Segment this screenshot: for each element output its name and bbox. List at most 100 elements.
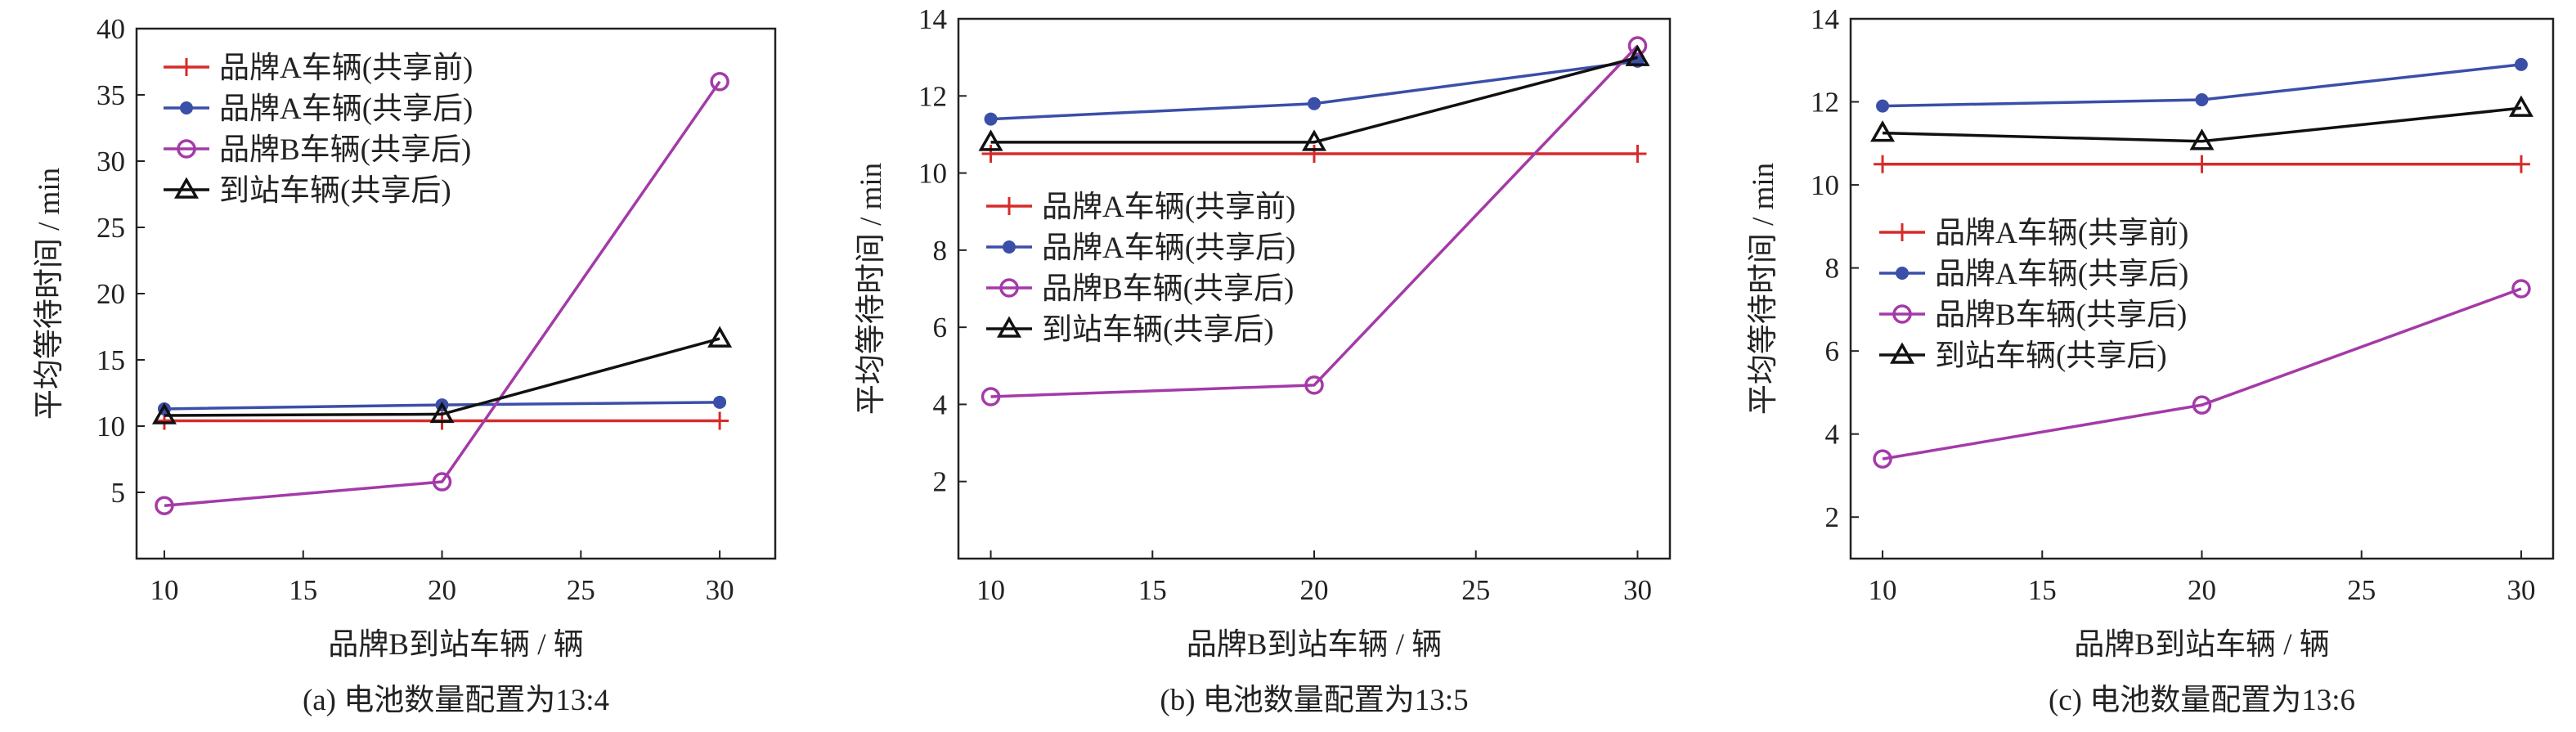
data-point [1301, 129, 1327, 151]
series-3 [981, 36, 1648, 406]
series-3 [155, 72, 729, 515]
data-point [981, 387, 1001, 406]
series-line [990, 60, 1638, 121]
panel-caption: (a) 电池数量配置为13:4 [303, 683, 609, 717]
x-tick-label: 20 [1300, 574, 1329, 606]
legend-label: 品牌A车辆(共享后) [1935, 257, 2188, 291]
data-point [707, 326, 733, 348]
series-4 [151, 326, 733, 424]
y-tick-label: 25 [96, 212, 125, 244]
legend-marker [173, 177, 200, 199]
y-tick-label: 10 [96, 411, 125, 442]
legend-label: 品牌A车辆(共享后) [1042, 231, 1295, 265]
y-tick-label: 2 [933, 466, 948, 498]
data-point [2511, 279, 2531, 299]
series-2 [984, 54, 1645, 126]
chart-panel-1: 10 15 20 25 30 5 10 15 20 25 30 35 40 品牌B到站车辆 / 辆 平均等待… [32, 13, 777, 717]
y-tick-label: 5 [111, 477, 126, 509]
y-tick-label: 2 [1825, 501, 1840, 533]
data-point [1870, 120, 1896, 142]
y-tick-label: 35 [96, 79, 125, 111]
y-tick-label: 10 [1811, 169, 1839, 201]
y-tick-label: 8 [933, 235, 948, 267]
data-point [978, 129, 1003, 151]
data-point [711, 411, 729, 430]
data-point [713, 395, 727, 409]
x-tick-label: 15 [1138, 574, 1167, 606]
legend-marker [999, 278, 1019, 298]
series-line [164, 337, 720, 417]
legend-label: 到站车辆(共享后) [1042, 312, 1274, 347]
legend-label: 品牌B车辆(共享后) [1042, 272, 1294, 306]
y-axis-label: 平均等待时间 / min [32, 168, 66, 420]
series-2 [1876, 57, 2528, 113]
series-4 [978, 44, 1650, 151]
y-axis-label: 平均等待时间 / min [1746, 163, 1780, 415]
data-point [984, 112, 998, 126]
legend-label: 品牌A车辆(共享前) [219, 51, 473, 85]
data-point [2192, 155, 2211, 173]
y-tick-label: 8 [1825, 253, 1840, 285]
series-3 [1873, 279, 2531, 469]
legend: 品牌A车辆(共享前) 品牌A车辆(共享后) 品牌B车辆(共享后) 到站车辆(共享后) [164, 51, 473, 208]
legend-marker [1896, 267, 1909, 280]
x-tick-label: 10 [1869, 574, 1897, 606]
y-tick-label: 30 [96, 146, 125, 177]
data-point [151, 402, 177, 424]
y-tick-label: 6 [933, 312, 948, 344]
legend-label: 品牌B车辆(共享后) [1935, 298, 2187, 332]
x-tick-label: 15 [2028, 574, 2057, 606]
data-point [1627, 36, 1648, 56]
series-line [1882, 106, 2522, 143]
data-point [1874, 155, 1892, 173]
y-tick-label: 12 [1811, 87, 1839, 119]
legend-marker [177, 58, 195, 76]
legend-marker [1893, 223, 1911, 241]
legend-marker [1000, 197, 1018, 215]
y-tick-label: 4 [1825, 419, 1840, 451]
legend-marker [1003, 240, 1016, 254]
data-point [1304, 375, 1324, 395]
data-point [981, 145, 1000, 163]
data-point [2514, 57, 2528, 71]
y-axis-label: 平均等待时间 / min [854, 163, 888, 415]
series-line [164, 80, 721, 507]
y-tick-label: 14 [918, 3, 947, 35]
y-tick-label: 20 [96, 278, 125, 310]
x-tick-label: 10 [150, 574, 178, 606]
x-tick-label: 25 [2347, 574, 2376, 606]
y-tick-label: 40 [96, 13, 125, 45]
x-axis-label: 品牌B到站车辆 / 辆 [1187, 627, 1442, 662]
y-tick-label: 10 [918, 158, 947, 190]
series-line [990, 56, 1638, 144]
x-tick-label: 20 [2188, 574, 2216, 606]
legend-label: 品牌A车辆(共享后) [219, 92, 473, 126]
data-point [155, 496, 174, 515]
legend-label: 到站车辆(共享后) [219, 173, 451, 208]
x-tick-label: 25 [1461, 574, 1490, 606]
x-tick-label: 20 [428, 574, 456, 606]
series-4 [1870, 95, 2533, 150]
x-axis-label: 品牌B到站车辆 / 辆 [328, 627, 583, 662]
x-tick-label: 30 [1623, 574, 1652, 606]
series-1 [981, 145, 1647, 163]
legend-marker [996, 316, 1022, 338]
data-point [2192, 395, 2212, 415]
data-point [2189, 128, 2215, 150]
y-tick-label: 14 [1811, 3, 1839, 35]
chart-panel-3: 10 15 20 25 30 2 4 6 8 10 12 14 品牌B到站车辆 / 辆 平均等待时间 / … [1746, 3, 2555, 717]
x-tick-label: 30 [2506, 574, 2535, 606]
series-1 [1874, 155, 2530, 173]
legend-marker [180, 101, 193, 115]
legend-marker [1892, 304, 1912, 324]
data-point [710, 72, 729, 92]
chart-panel-2: 10 15 20 25 30 2 4 6 8 10 12 14 品牌B到站车辆 / 辆 平均等待时间 / … [854, 3, 1672, 717]
data-point [2508, 95, 2533, 117]
data-point [1628, 145, 1647, 163]
data-point [1873, 449, 1892, 469]
panel-caption: (c) 电池数量配置为13:6 [2049, 683, 2355, 717]
legend: 品牌A车辆(共享前) 品牌A车辆(共享后) 品牌B车辆(共享后) 到站车辆(共享后) [986, 190, 1295, 347]
legend-label: 品牌A车辆(共享前) [1935, 216, 2188, 250]
x-tick-label: 15 [289, 574, 317, 606]
